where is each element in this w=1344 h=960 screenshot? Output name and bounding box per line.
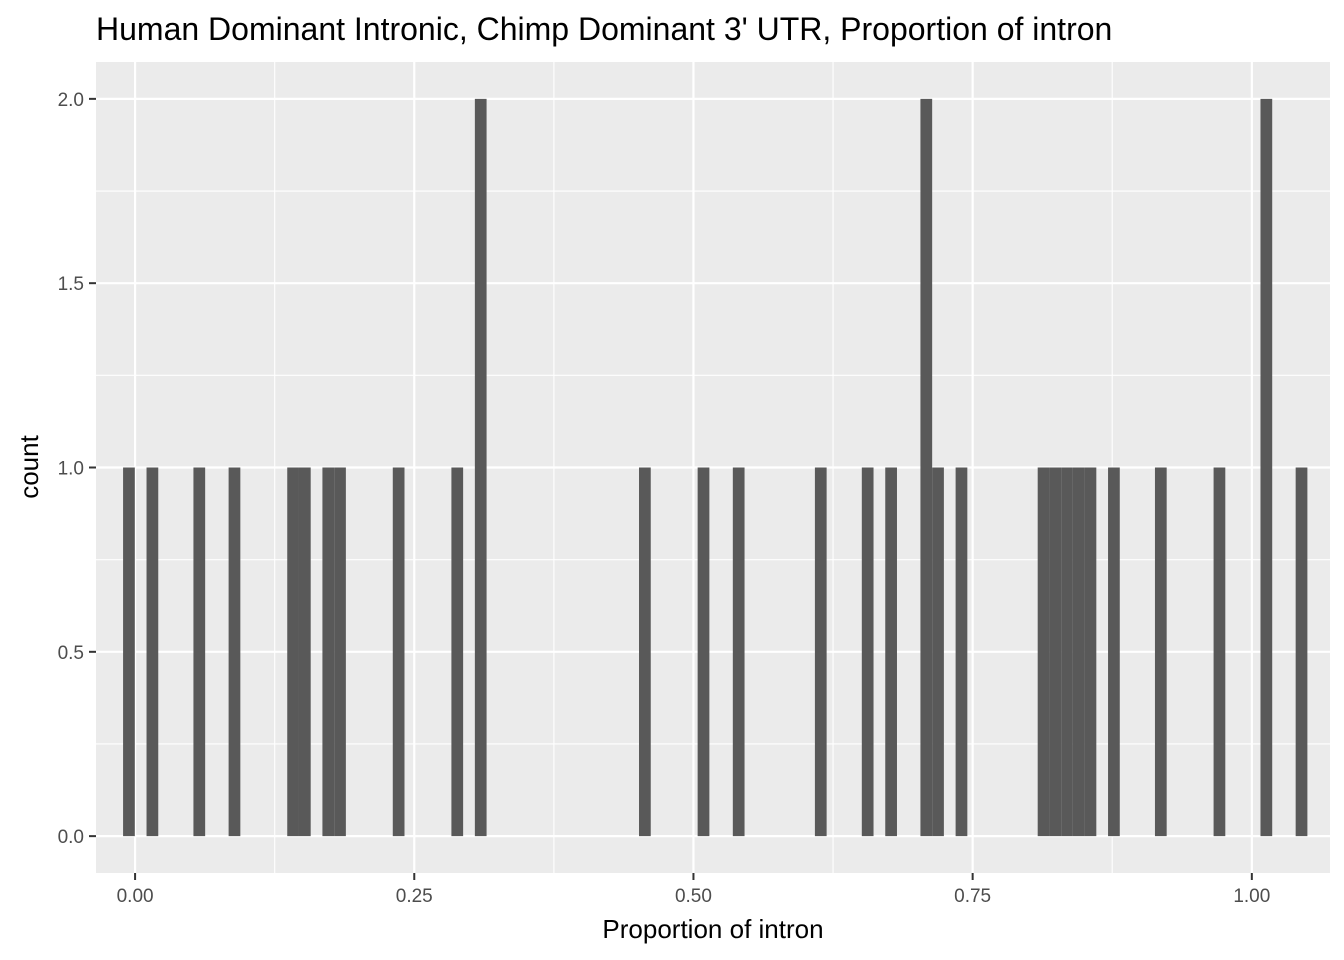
y-tick-label: 0.0 — [58, 827, 84, 848]
histogram-bar — [1061, 467, 1073, 837]
histogram-bar — [322, 467, 335, 837]
x-tick-label: 0.00 — [117, 886, 154, 907]
histogram-bar — [123, 467, 135, 837]
histogram-bar — [193, 467, 206, 837]
x-axis-title: Proportion of intron — [602, 914, 823, 944]
x-axis: 0.00 0.25 0.50 0.75 1.00 — [117, 873, 1270, 907]
y-tick-label: 2.0 — [58, 90, 84, 111]
histogram-bar — [392, 467, 405, 837]
histogram-bar — [228, 467, 241, 837]
y-tick-label: 1.5 — [58, 274, 84, 295]
histogram-bar — [1213, 467, 1226, 837]
histogram-bar — [732, 467, 745, 837]
histogram-bar — [287, 467, 299, 837]
y-axis: 0.0 0.5 1.0 1.5 2.0 — [58, 90, 96, 848]
y-tick-label: 0.5 — [58, 643, 84, 664]
x-tick-label: 0.75 — [954, 886, 991, 907]
histogram-bar — [814, 467, 827, 837]
histogram-bars — [123, 98, 1308, 837]
histogram-bar — [1072, 467, 1085, 837]
histogram-bar — [885, 467, 897, 837]
y-axis-title: count — [14, 434, 44, 498]
histogram-bar — [1049, 467, 1062, 837]
histogram-bar — [298, 467, 311, 837]
histogram-bar — [146, 467, 159, 837]
histogram-bar — [1108, 467, 1120, 837]
histogram-bar — [1154, 467, 1167, 837]
histogram-bar — [955, 467, 968, 837]
x-tick-label: 0.50 — [675, 886, 712, 907]
histogram-bar — [1084, 467, 1097, 837]
histogram-bar — [1260, 98, 1273, 837]
histogram-bar — [334, 467, 346, 837]
x-tick-label: 0.25 — [396, 886, 433, 907]
histogram-bar — [697, 467, 710, 837]
histogram-bar — [932, 467, 944, 837]
x-tick-label: 1.00 — [1233, 886, 1270, 907]
y-tick-label: 1.0 — [58, 459, 84, 480]
histogram-bar — [1295, 467, 1308, 837]
histogram-bar — [474, 98, 487, 837]
histogram-bar — [861, 467, 874, 837]
histogram-bar — [920, 98, 933, 837]
histogram-bar — [639, 467, 651, 837]
histogram-bar — [451, 467, 464, 837]
chart-title: Human Dominant Intronic, Chimp Dominant … — [96, 11, 1112, 47]
histogram-bar — [1037, 467, 1050, 837]
